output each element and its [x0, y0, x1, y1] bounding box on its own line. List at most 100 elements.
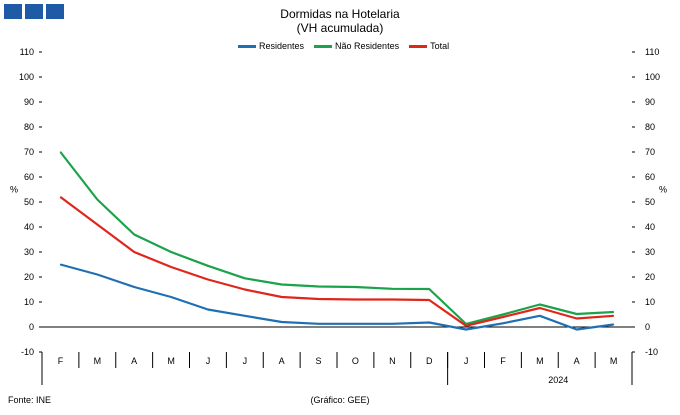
- series-line: [60, 263, 614, 331]
- logo-block: [46, 4, 64, 19]
- y-tick-label-left: 10: [24, 297, 34, 307]
- legend-label: Não Residentes: [335, 41, 400, 51]
- y-tick-label-left: 70: [24, 147, 34, 157]
- x-tick-label: N: [389, 356, 396, 366]
- data-point: [317, 285, 320, 288]
- data-point: [170, 251, 172, 253]
- x-tick-label: F: [58, 356, 64, 366]
- x-tick-label: M: [167, 356, 175, 366]
- y-tick-label-left: 0: [29, 322, 34, 332]
- x-tick-label: S: [316, 356, 322, 366]
- y-axis-label-left: %: [10, 185, 18, 195]
- data-point: [428, 288, 430, 290]
- y-tick-label-left: 40: [24, 222, 34, 232]
- legend-swatch: [314, 44, 333, 48]
- legend-swatch: [409, 44, 428, 48]
- y-tick-label-left: 110: [20, 47, 34, 57]
- data-point: [539, 315, 541, 317]
- source-note: Fonte: INE: [8, 395, 52, 405]
- data-point: [354, 298, 357, 301]
- logo-block: [4, 4, 22, 19]
- data-point: [502, 316, 504, 318]
- x-tick-label: A: [131, 356, 137, 366]
- chart-title-line1: Dormidas na Hotelaria: [280, 7, 400, 21]
- series-line: [59, 151, 614, 326]
- data-point: [428, 299, 430, 301]
- y-tick-label-left: 50: [24, 197, 34, 207]
- y-tick-label-left: 30: [24, 247, 34, 257]
- data-point: [207, 265, 209, 267]
- data-point: [317, 323, 320, 325]
- data-point: [539, 307, 541, 309]
- data-point: [354, 286, 357, 288]
- x-tick-label: J: [464, 356, 469, 366]
- data-point: [244, 288, 246, 291]
- y-tick-label-right: 90: [645, 97, 655, 107]
- x-tick-label: M: [536, 356, 544, 366]
- data-point: [281, 321, 283, 323]
- y-tick-label-left: 20: [24, 272, 34, 282]
- data-point: [133, 251, 135, 253]
- data-point: [354, 323, 357, 325]
- legend-label: Total: [430, 41, 450, 51]
- y-tick-label-right: 50: [645, 197, 655, 207]
- data-point: [612, 315, 615, 317]
- data-point: [391, 298, 393, 301]
- y-tick-label-right: 20: [645, 272, 655, 282]
- x-tick-label: J: [243, 356, 248, 366]
- data-point: [170, 296, 172, 298]
- data-point: [59, 263, 62, 266]
- data-point: [502, 322, 504, 324]
- data-point: [281, 296, 283, 298]
- data-point: [465, 328, 467, 331]
- data-point: [502, 313, 504, 316]
- data-point: [207, 308, 209, 311]
- legend-label: Residentes: [259, 41, 305, 51]
- x-tick-label: M: [610, 356, 618, 366]
- data-point: [96, 223, 98, 226]
- series-line: [59, 196, 614, 327]
- data-point: [133, 286, 135, 288]
- x-tick-label: D: [426, 356, 433, 366]
- x-group-label: 2024: [548, 375, 568, 385]
- chart-legend: Residentes Não Residentes Total: [238, 41, 449, 51]
- data-point: [391, 323, 393, 325]
- data-point: [576, 313, 578, 315]
- data-point: [281, 283, 283, 286]
- data-point: [576, 328, 578, 331]
- y-tick-label-left: 60: [24, 172, 34, 182]
- legend-item-residentes: Residentes: [238, 41, 304, 51]
- y-tick-label-right: 70: [645, 147, 655, 157]
- data-point: [133, 233, 135, 236]
- data-point: [59, 151, 62, 153]
- data-point: [244, 315, 246, 317]
- data-point: [317, 298, 320, 300]
- y-tick-label-right: 60: [645, 172, 655, 182]
- x-tick-label: M: [94, 356, 102, 366]
- y-tick-label-right: 100: [645, 72, 660, 82]
- x-tick-label: O: [352, 356, 359, 366]
- data-point: [59, 196, 62, 198]
- data-point: [428, 321, 430, 324]
- legend-item-nao-residentes: Não Residentes: [314, 41, 399, 51]
- data-point: [391, 288, 393, 290]
- chart-credit: (Gráfico: GEE): [310, 395, 370, 405]
- data-point: [244, 277, 246, 279]
- legend-swatch: [238, 44, 256, 48]
- y-axis-label-right: %: [659, 185, 667, 195]
- logo: [4, 4, 64, 19]
- data-point: [170, 266, 172, 268]
- y-tick-label-left: 90: [24, 97, 34, 107]
- x-tick-label: J: [206, 356, 211, 366]
- data-point: [576, 317, 578, 320]
- data-point: [207, 278, 209, 281]
- logo-block: [25, 4, 43, 19]
- y-tick-label-left: 80: [24, 122, 34, 132]
- y-tick-label-left: 100: [19, 72, 34, 82]
- data-point: [612, 323, 615, 326]
- y-tick-label-right: 110: [645, 47, 659, 57]
- y-tick-label-right: 0: [645, 322, 650, 332]
- y-tick-label-right: 30: [645, 247, 655, 257]
- data-point: [465, 325, 467, 327]
